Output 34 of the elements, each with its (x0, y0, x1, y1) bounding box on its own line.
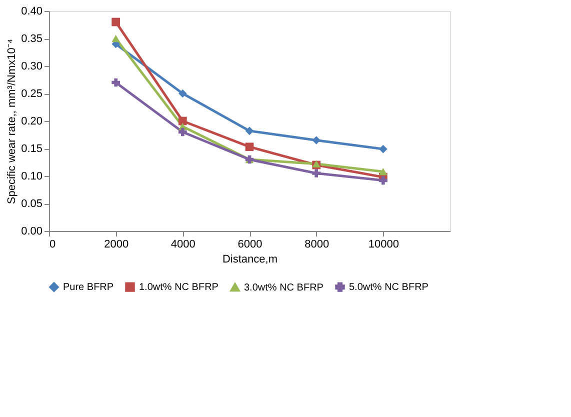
point (378, 168, 388, 176)
point (245, 142, 254, 152)
point (112, 78, 120, 87)
x-tick-label: 6000 (238, 238, 262, 250)
legend-label: 5.0wt% NC BFRP (349, 282, 429, 294)
legend-label: 3.0wt% NC BFRP (244, 282, 324, 294)
point (312, 136, 321, 144)
y-tick-label: 0.35 (21, 33, 42, 45)
y-tick-label: 0.25 (21, 88, 42, 100)
point (178, 89, 187, 98)
y-tick-label: 0.20 (21, 116, 42, 128)
point (112, 34, 120, 42)
x-axis-title: Distance,m (222, 254, 278, 266)
point (112, 18, 120, 26)
y-tick-label: 0.05 (21, 198, 42, 210)
point (312, 169, 321, 178)
legend-label: 1.0wt% NC BFRP (139, 282, 219, 294)
point (378, 144, 388, 154)
x-tick-label: 0 (50, 238, 56, 250)
y-axis-title: Specific wear rate,, mm³/Nmx10⁻⁴ (6, 38, 18, 204)
point (245, 126, 254, 136)
y-tick-label: 0.40 (21, 6, 42, 18)
x-tick-label: 10000 (368, 238, 399, 250)
y-tick-label: 0.15 (21, 143, 42, 155)
point (178, 128, 187, 136)
y-tick-label: 0.00 (21, 226, 42, 238)
point (378, 176, 388, 185)
x-tick-label: 2000 (104, 238, 129, 250)
legend-label: Pure BFRP (63, 282, 114, 294)
point (178, 116, 187, 126)
y-tick-label: 0.10 (21, 170, 42, 182)
x-tick-label: 4000 (170, 238, 196, 250)
y-tick-label: 0.30 (21, 60, 42, 72)
x-tick-label: 8000 (304, 238, 330, 250)
